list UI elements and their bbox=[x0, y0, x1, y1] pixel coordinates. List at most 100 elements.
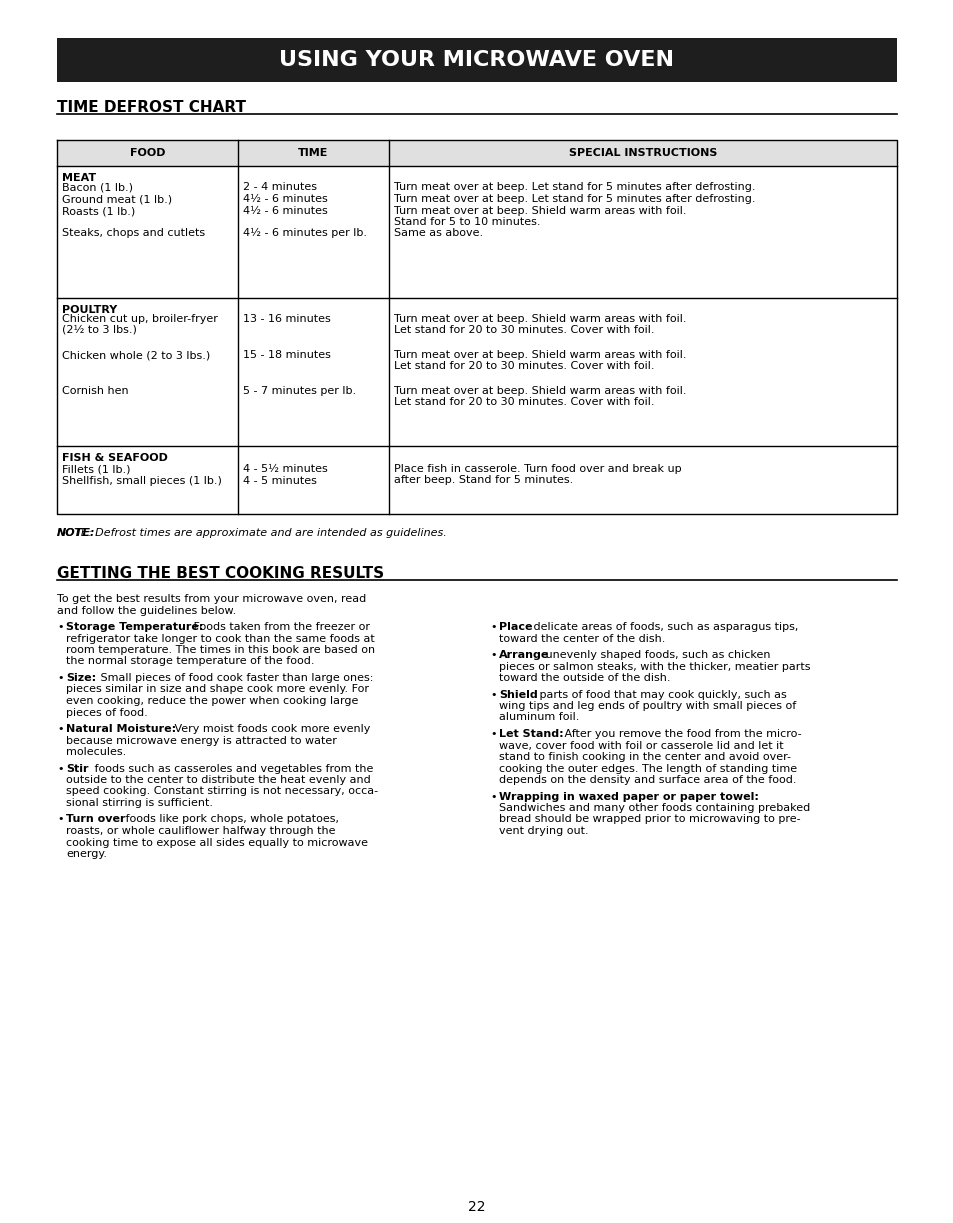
Text: Place: Place bbox=[498, 623, 532, 632]
Text: POULTRY: POULTRY bbox=[62, 305, 117, 316]
Text: Stir: Stir bbox=[66, 763, 89, 773]
Text: refrigerator take longer to cook than the same foods at: refrigerator take longer to cook than th… bbox=[66, 634, 375, 643]
Text: depends on the density and surface area of the food.: depends on the density and surface area … bbox=[498, 775, 796, 785]
Text: 4½ - 6 minutes: 4½ - 6 minutes bbox=[242, 194, 327, 204]
Text: Fillets (1 lb.): Fillets (1 lb.) bbox=[62, 464, 131, 475]
Bar bbox=[57, 139, 896, 166]
Text: Wrapping in waxed paper or paper towel:: Wrapping in waxed paper or paper towel: bbox=[498, 791, 758, 801]
Text: vent drying out.: vent drying out. bbox=[498, 826, 588, 837]
Text: •: • bbox=[490, 791, 496, 801]
Text: Shield: Shield bbox=[498, 690, 537, 700]
Text: Place fish in casserole. Turn food over and break up: Place fish in casserole. Turn food over … bbox=[394, 464, 680, 475]
Text: Chicken whole (2 to 3 lbs.): Chicken whole (2 to 3 lbs.) bbox=[62, 350, 210, 360]
Text: 15 - 18 minutes: 15 - 18 minutes bbox=[242, 350, 330, 360]
Text: To get the best results from your microwave oven, read: To get the best results from your microw… bbox=[57, 594, 366, 604]
Text: NOTE:: NOTE: bbox=[57, 528, 95, 538]
Text: delicate areas of foods, such as asparagus tips,: delicate areas of foods, such as asparag… bbox=[530, 623, 798, 632]
Text: •: • bbox=[490, 623, 496, 632]
Text: TIME: TIME bbox=[297, 148, 328, 158]
Text: speed cooking. Constant stirring is not necessary, occa-: speed cooking. Constant stirring is not … bbox=[66, 786, 377, 796]
Text: 22: 22 bbox=[468, 1200, 485, 1214]
Text: Let stand for 20 to 30 minutes. Cover with foil.: Let stand for 20 to 30 minutes. Cover wi… bbox=[394, 361, 654, 371]
Text: Foods taken from the freezer or: Foods taken from the freezer or bbox=[190, 623, 370, 632]
Text: Turn over: Turn over bbox=[66, 815, 126, 824]
Text: Stand for 5 to 10 minutes.: Stand for 5 to 10 minutes. bbox=[394, 216, 539, 227]
Text: Sandwiches and many other foods containing prebaked: Sandwiches and many other foods containi… bbox=[498, 804, 809, 813]
Text: molecules.: molecules. bbox=[66, 747, 126, 757]
Text: MEAT: MEAT bbox=[62, 172, 96, 183]
Text: toward the outside of the dish.: toward the outside of the dish. bbox=[498, 673, 670, 682]
Text: •: • bbox=[57, 724, 64, 734]
Text: SPECIAL INSTRUCTIONS: SPECIAL INSTRUCTIONS bbox=[568, 148, 717, 158]
Text: Turn meat over at beep. Shield warm areas with foil.: Turn meat over at beep. Shield warm area… bbox=[394, 350, 685, 360]
Text: After you remove the food from the micro-: After you remove the food from the micro… bbox=[560, 729, 801, 739]
Text: room temperature. The times in this book are based on: room temperature. The times in this book… bbox=[66, 645, 375, 656]
Text: after beep. Stand for 5 minutes.: after beep. Stand for 5 minutes. bbox=[394, 475, 573, 486]
Text: •: • bbox=[57, 763, 64, 773]
Text: (2½ to 3 lbs.): (2½ to 3 lbs.) bbox=[62, 325, 136, 335]
Text: NOTE: Defrost times are approximate and are intended as guidelines.: NOTE: Defrost times are approximate and … bbox=[57, 528, 446, 538]
Text: Turn meat over at beep. Let stand for 5 minutes after defrosting.: Turn meat over at beep. Let stand for 5 … bbox=[394, 194, 755, 204]
Text: foods like pork chops, whole potatoes,: foods like pork chops, whole potatoes, bbox=[122, 815, 338, 824]
Text: TIME DEFROST CHART: TIME DEFROST CHART bbox=[57, 100, 246, 115]
Text: and follow the guidelines below.: and follow the guidelines below. bbox=[57, 605, 236, 615]
Text: 4½ - 6 minutes per lb.: 4½ - 6 minutes per lb. bbox=[242, 227, 366, 238]
Text: Turn meat over at beep. Shield warm areas with foil.: Turn meat over at beep. Shield warm area… bbox=[394, 386, 685, 396]
Text: parts of food that may cook quickly, such as: parts of food that may cook quickly, suc… bbox=[536, 690, 786, 700]
Text: because microwave energy is attracted to water: because microwave energy is attracted to… bbox=[66, 735, 336, 746]
Text: •: • bbox=[490, 729, 496, 739]
Text: sional stirring is sufficient.: sional stirring is sufficient. bbox=[66, 797, 213, 808]
Text: Arrange: Arrange bbox=[498, 649, 549, 660]
Text: the normal storage temperature of the food.: the normal storage temperature of the fo… bbox=[66, 657, 314, 667]
Text: outside to the center to distribute the heat evenly and: outside to the center to distribute the … bbox=[66, 775, 371, 785]
Text: bread should be wrapped prior to microwaving to pre-: bread should be wrapped prior to microwa… bbox=[498, 815, 800, 824]
Text: Bacon (1 lb.): Bacon (1 lb.) bbox=[62, 182, 132, 192]
Text: Roasts (1 lb.): Roasts (1 lb.) bbox=[62, 205, 135, 216]
Text: Shellfish, small pieces (1 lb.): Shellfish, small pieces (1 lb.) bbox=[62, 476, 222, 486]
Text: Turn meat over at beep. Let stand for 5 minutes after defrosting.: Turn meat over at beep. Let stand for 5 … bbox=[394, 182, 755, 192]
Text: GETTING THE BEST COOKING RESULTS: GETTING THE BEST COOKING RESULTS bbox=[57, 566, 384, 581]
Text: 5 - 7 minutes per lb.: 5 - 7 minutes per lb. bbox=[242, 386, 355, 396]
Bar bbox=[57, 38, 896, 82]
Text: pieces or salmon steaks, with the thicker, meatier parts: pieces or salmon steaks, with the thicke… bbox=[498, 662, 810, 671]
Text: wave, cover food with foil or casserole lid and let it: wave, cover food with foil or casserole … bbox=[498, 740, 782, 751]
Text: cooking the outer edges. The length of standing time: cooking the outer edges. The length of s… bbox=[498, 763, 797, 773]
Text: •: • bbox=[57, 623, 64, 632]
Text: Let stand for 20 to 30 minutes. Cover with foil.: Let stand for 20 to 30 minutes. Cover wi… bbox=[394, 325, 654, 335]
Text: cooking time to expose all sides equally to microwave: cooking time to expose all sides equally… bbox=[66, 838, 368, 848]
Text: pieces similar in size and shape cook more evenly. For: pieces similar in size and shape cook mo… bbox=[66, 685, 369, 695]
Text: Storage Temperature:: Storage Temperature: bbox=[66, 623, 203, 632]
Text: •: • bbox=[57, 815, 64, 824]
Text: unevenly shaped foods, such as chicken: unevenly shaped foods, such as chicken bbox=[542, 649, 770, 660]
Text: 13 - 16 minutes: 13 - 16 minutes bbox=[242, 314, 330, 324]
Text: wing tips and leg ends of poultry with small pieces of: wing tips and leg ends of poultry with s… bbox=[498, 701, 796, 711]
Text: Chicken cut up, broiler-fryer: Chicken cut up, broiler-fryer bbox=[62, 314, 217, 324]
Text: FISH & SEAFOOD: FISH & SEAFOOD bbox=[62, 453, 168, 464]
Text: Natural Moisture:: Natural Moisture: bbox=[66, 724, 176, 734]
Text: •: • bbox=[490, 649, 496, 660]
Text: •: • bbox=[57, 673, 64, 682]
Text: toward the center of the dish.: toward the center of the dish. bbox=[498, 634, 664, 643]
Text: Small pieces of food cook faster than large ones:: Small pieces of food cook faster than la… bbox=[97, 673, 373, 682]
Text: Cornish hen: Cornish hen bbox=[62, 386, 129, 396]
Text: Turn meat over at beep. Shield warm areas with foil.: Turn meat over at beep. Shield warm area… bbox=[394, 314, 685, 324]
Text: •: • bbox=[490, 690, 496, 700]
Text: Ground meat (1 lb.): Ground meat (1 lb.) bbox=[62, 194, 172, 204]
Text: 4 - 5½ minutes: 4 - 5½ minutes bbox=[242, 464, 327, 475]
Text: Same as above.: Same as above. bbox=[394, 227, 482, 238]
Text: Let Stand:: Let Stand: bbox=[498, 729, 563, 739]
Text: stand to finish cooking in the center and avoid over-: stand to finish cooking in the center an… bbox=[498, 752, 790, 762]
Text: 2 - 4 minutes: 2 - 4 minutes bbox=[242, 182, 316, 192]
Text: Size:: Size: bbox=[66, 673, 96, 682]
Text: energy.: energy. bbox=[66, 849, 107, 859]
Text: FOOD: FOOD bbox=[130, 148, 165, 158]
Text: USING YOUR MICROWAVE OVEN: USING YOUR MICROWAVE OVEN bbox=[279, 50, 674, 70]
Text: Very moist foods cook more evenly: Very moist foods cook more evenly bbox=[172, 724, 371, 734]
Text: 4 - 5 minutes: 4 - 5 minutes bbox=[242, 476, 316, 486]
Text: 4½ - 6 minutes: 4½ - 6 minutes bbox=[242, 205, 327, 216]
Text: Let stand for 20 to 30 minutes. Cover with foil.: Let stand for 20 to 30 minutes. Cover wi… bbox=[394, 397, 654, 407]
Text: pieces of food.: pieces of food. bbox=[66, 707, 148, 718]
Text: even cooking, reduce the power when cooking large: even cooking, reduce the power when cook… bbox=[66, 696, 358, 706]
Text: aluminum foil.: aluminum foil. bbox=[498, 713, 578, 723]
Text: roasts, or whole cauliflower halfway through the: roasts, or whole cauliflower halfway thr… bbox=[66, 826, 335, 837]
